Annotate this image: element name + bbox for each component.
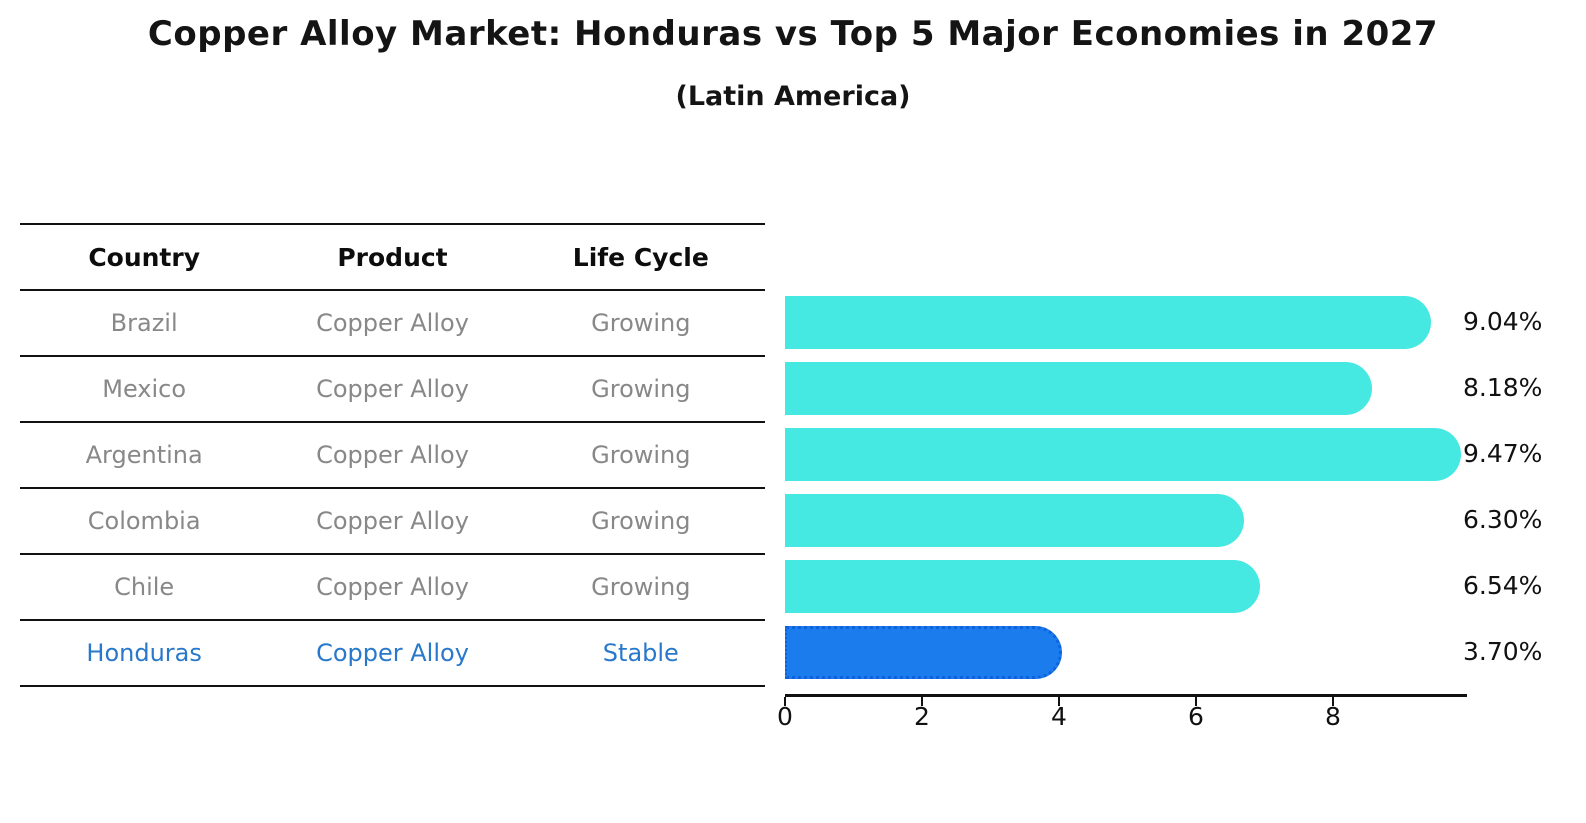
- x-axis-tick: [1058, 697, 1060, 706]
- bar-value-label: 3.70%: [1463, 637, 1543, 666]
- x-axis-line: [785, 694, 1467, 697]
- cell-country: Honduras: [86, 639, 202, 667]
- cell-lifecycle: Growing: [591, 309, 691, 337]
- cell-country: Argentina: [85, 441, 203, 469]
- table-row-highlighted: Honduras Copper Alloy Stable: [20, 621, 765, 687]
- x-axis-tick-label: 0: [777, 702, 793, 731]
- header-cell-country: Country: [88, 242, 201, 272]
- bar-value-label: 6.30%: [1463, 505, 1543, 534]
- bar-value-label: 6.54%: [1463, 571, 1543, 600]
- cell-country: Mexico: [102, 375, 187, 403]
- x-axis-tick-label: 8: [1325, 702, 1341, 731]
- table-row: Mexico Copper Alloy Growing: [20, 357, 765, 423]
- data-table: Country Product Life Cycle Brazil Copper…: [20, 223, 765, 687]
- x-axis-tick-label: 6: [1188, 702, 1204, 731]
- header-cell-lifecycle: Life Cycle: [572, 242, 709, 272]
- cell-country: Chile: [114, 573, 175, 601]
- x-axis-tick-label: 2: [914, 702, 930, 731]
- table-row: Brazil Copper Alloy Growing: [20, 291, 765, 357]
- x-axis-tick: [784, 697, 786, 706]
- bar-value-label: 9.04%: [1463, 307, 1543, 336]
- table-row: Argentina Copper Alloy Growing: [20, 423, 765, 489]
- bar-honduras: [785, 625, 1063, 679]
- bar-colombia: [785, 493, 1244, 547]
- x-axis-tick: [1195, 697, 1197, 706]
- cell-lifecycle: Growing: [591, 573, 691, 601]
- page-title: Copper Alloy Market: Honduras vs Top 5 M…: [147, 14, 1439, 54]
- bar-chile: [785, 559, 1260, 613]
- cell-country: Colombia: [87, 507, 201, 535]
- chart-subtitle: (Latin America): [675, 81, 911, 112]
- x-axis-tick: [1332, 697, 1334, 706]
- table-row: Colombia Copper Alloy Growing: [20, 489, 765, 555]
- x-axis-tick-label: 4: [1051, 702, 1067, 731]
- bar-argentina: [785, 427, 1461, 481]
- bar-value-label: 9.47%: [1463, 439, 1543, 468]
- cell-lifecycle: Stable: [602, 639, 679, 667]
- x-axis-tick: [921, 697, 923, 706]
- cell-product: Copper Alloy: [316, 639, 469, 667]
- cell-product: Copper Alloy: [316, 507, 469, 535]
- cell-product: Copper Alloy: [316, 375, 469, 403]
- table-header-row: Country Product Life Cycle: [20, 225, 765, 291]
- bar-value-label: 8.18%: [1463, 373, 1543, 402]
- cell-country: Brazil: [110, 309, 178, 337]
- table-row: Chile Copper Alloy Growing: [20, 555, 765, 621]
- bar-brazil: [785, 295, 1432, 349]
- cell-lifecycle: Growing: [591, 441, 691, 469]
- header-cell-product: Product: [337, 242, 448, 272]
- cell-product: Copper Alloy: [316, 441, 469, 469]
- cell-lifecycle: Growing: [591, 375, 691, 403]
- cell-product: Copper Alloy: [316, 573, 469, 601]
- bar-mexico: [785, 361, 1373, 415]
- cell-product: Copper Alloy: [316, 309, 469, 337]
- cell-lifecycle: Growing: [591, 507, 691, 535]
